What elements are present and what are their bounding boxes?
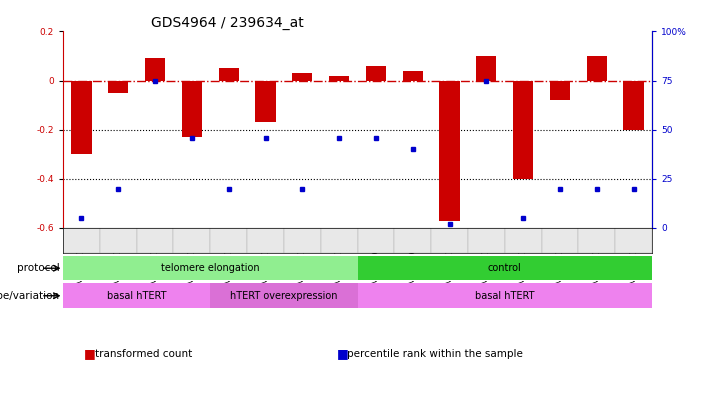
Bar <box>329 75 349 81</box>
Bar <box>550 81 570 100</box>
Bar <box>284 228 320 253</box>
Text: protocol: protocol <box>17 263 60 273</box>
Text: telomere elongation: telomere elongation <box>161 263 259 273</box>
Text: hTERT overexpression: hTERT overexpression <box>230 291 338 301</box>
Text: basal hTERT: basal hTERT <box>475 291 534 301</box>
Bar <box>440 81 460 220</box>
Bar <box>587 56 607 81</box>
Bar <box>173 228 210 253</box>
Bar <box>505 228 541 253</box>
Bar <box>358 256 652 281</box>
Bar <box>541 228 578 253</box>
Bar <box>210 228 247 253</box>
Bar <box>63 283 210 308</box>
Text: percentile rank within the sample: percentile rank within the sample <box>347 349 523 359</box>
Bar <box>320 228 358 253</box>
Bar <box>247 228 284 253</box>
Bar <box>145 59 165 81</box>
Bar <box>182 81 202 137</box>
Text: control: control <box>488 263 522 273</box>
Bar <box>615 228 652 253</box>
Bar <box>108 81 128 93</box>
Text: ■: ■ <box>336 347 348 360</box>
Bar <box>431 228 468 253</box>
Bar <box>366 66 386 81</box>
Bar <box>578 228 615 253</box>
Bar <box>210 283 358 308</box>
Bar <box>468 228 505 253</box>
Text: genotype/variation: genotype/variation <box>0 291 60 301</box>
Text: transformed count: transformed count <box>95 349 192 359</box>
Bar <box>623 81 644 130</box>
Bar <box>63 228 100 253</box>
Bar <box>137 228 174 253</box>
Bar <box>292 73 313 81</box>
Bar <box>100 228 137 253</box>
Bar <box>394 228 431 253</box>
Bar <box>358 228 394 253</box>
Bar <box>72 81 92 154</box>
Text: basal hTERT: basal hTERT <box>107 291 166 301</box>
Bar <box>219 68 239 81</box>
Bar <box>63 256 358 281</box>
Text: GDS4964 / 239634_at: GDS4964 / 239634_at <box>151 17 304 30</box>
Text: ■: ■ <box>84 347 96 360</box>
Bar <box>255 81 275 122</box>
Bar <box>476 56 496 81</box>
Bar <box>402 71 423 81</box>
Bar <box>513 81 533 179</box>
Bar <box>358 283 652 308</box>
